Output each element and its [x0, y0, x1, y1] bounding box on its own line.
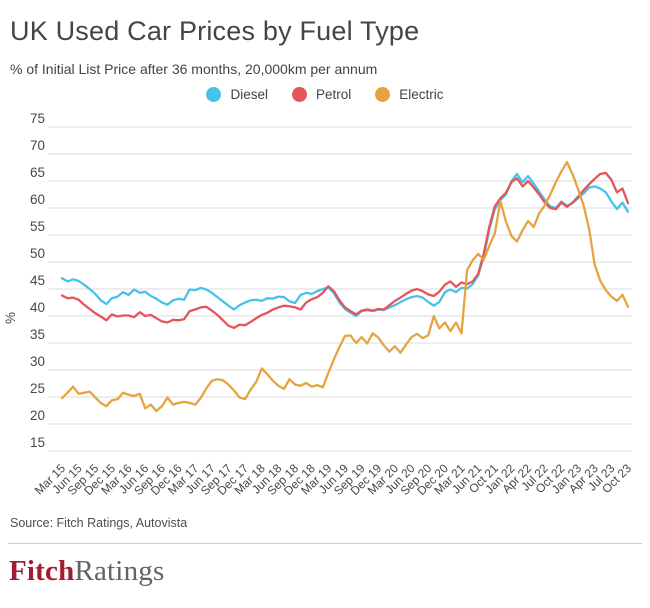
y-tick-label: 25 — [30, 381, 45, 396]
y-tick-label: 15 — [30, 435, 45, 450]
y-tick-label: 35 — [30, 327, 45, 342]
y-axis-title: % — [3, 312, 18, 324]
y-tick-label: 30 — [30, 354, 45, 369]
diesel-legend-dot-icon — [206, 87, 222, 102]
logo-ratings-text: Ratings — [74, 555, 165, 587]
series-line-diesel — [60, 172, 630, 318]
petrol-legend-dot-icon — [291, 87, 307, 102]
legend-item-diesel: Diesel — [206, 87, 268, 102]
y-tick-label: 75 — [30, 111, 45, 126]
chart-legend: Diesel Petrol Electric — [0, 87, 650, 102]
page-title: UK Used Car Prices by Fuel Type — [10, 16, 420, 46]
chart-subtitle: % of Initial List Price after 36 months,… — [10, 61, 378, 77]
footer-divider — [8, 543, 642, 544]
y-tick-label: 55 — [30, 219, 45, 234]
y-tick-label: 60 — [30, 192, 45, 207]
legend-label-electric: Electric — [399, 87, 444, 102]
y-tick-label: 65 — [30, 165, 45, 180]
legend-label-diesel: Diesel — [230, 87, 268, 102]
electric-legend-dot-icon — [375, 87, 391, 102]
y-tick-label: 40 — [30, 300, 45, 315]
series-line-petrol — [60, 171, 630, 330]
y-tick-label: 45 — [30, 273, 45, 288]
legend-item-electric: Electric — [375, 87, 444, 102]
y-tick-label: 20 — [30, 408, 45, 423]
legend-item-petrol: Petrol — [291, 87, 352, 102]
fitch-ratings-logo: FitchRatings — [9, 555, 164, 588]
y-tick-label: 70 — [30, 138, 45, 153]
legend-label-petrol: Petrol — [315, 87, 352, 102]
series-line-electric — [60, 160, 630, 413]
y-tick-label: 50 — [30, 246, 45, 261]
source-note: Source: Fitch Ratings, Autovista — [10, 516, 188, 530]
logo-fitch-text: Fitch — [9, 555, 75, 587]
